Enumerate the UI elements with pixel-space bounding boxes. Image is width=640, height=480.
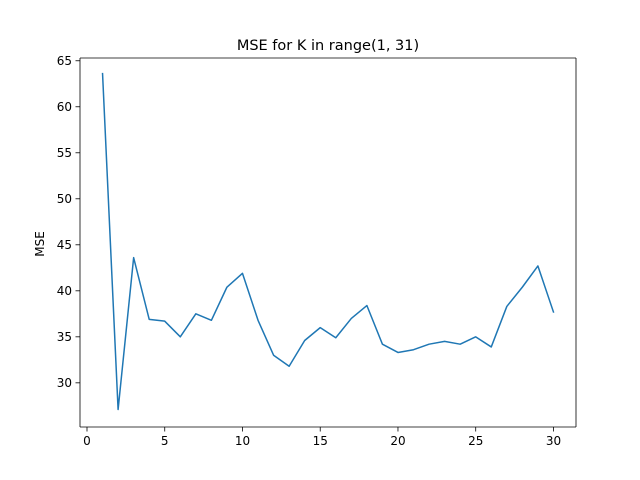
y-tick-label: 40 <box>57 284 72 298</box>
x-tick-label: 0 <box>83 434 91 448</box>
y-axis-label: MSE <box>33 231 47 257</box>
y-tick-label: 55 <box>57 146 72 160</box>
x-tick-label: 15 <box>313 434 328 448</box>
x-tick-label: 20 <box>390 434 405 448</box>
y-tick-label: 50 <box>57 192 72 206</box>
x-tick-label: 25 <box>468 434 483 448</box>
x-tick-label: 10 <box>235 434 250 448</box>
y-tick-label: 30 <box>57 376 72 390</box>
y-tick-label: 65 <box>57 54 72 68</box>
y-tick-label: 60 <box>57 100 72 114</box>
plot-area: 0 5 10 15 20 25 30 30 35 40 45 50 55 60 65 <box>57 54 577 448</box>
y-tick-label: 45 <box>57 238 72 252</box>
y-tick-label: 35 <box>57 330 72 344</box>
x-tick-label: 30 <box>546 434 561 448</box>
x-tick-label: 5 <box>161 434 169 448</box>
chart-title: MSE for K in range(1, 31) <box>237 38 419 54</box>
series-line-1 <box>101 72 555 411</box>
